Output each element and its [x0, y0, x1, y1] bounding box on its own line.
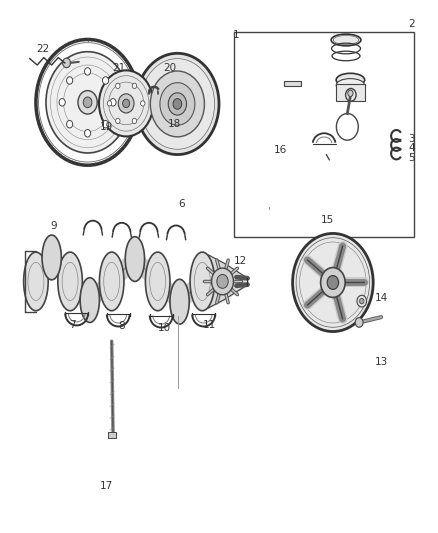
Text: 16: 16 [274, 146, 287, 155]
Circle shape [136, 53, 219, 155]
Circle shape [217, 274, 228, 288]
Ellipse shape [331, 34, 361, 46]
Circle shape [357, 295, 367, 307]
Circle shape [132, 83, 137, 88]
Text: 6: 6 [178, 199, 185, 208]
Bar [108, 432, 116, 438]
Text: 15: 15 [321, 215, 334, 224]
Ellipse shape [80, 278, 99, 322]
Circle shape [102, 77, 109, 84]
Text: 13: 13 [374, 358, 388, 367]
Text: 21: 21 [113, 63, 126, 73]
Circle shape [293, 233, 373, 332]
Ellipse shape [348, 90, 353, 96]
Circle shape [67, 120, 73, 128]
Text: 17: 17 [100, 481, 113, 491]
Circle shape [85, 130, 91, 137]
Circle shape [110, 99, 116, 106]
Circle shape [123, 99, 130, 108]
Circle shape [173, 99, 182, 109]
Ellipse shape [145, 252, 170, 311]
Text: 2: 2 [408, 19, 415, 29]
Text: 8: 8 [118, 321, 125, 331]
Circle shape [321, 268, 345, 297]
Circle shape [140, 59, 215, 149]
Text: 5: 5 [408, 153, 415, 163]
Ellipse shape [58, 252, 82, 311]
Text: 1: 1 [233, 30, 240, 39]
Circle shape [78, 91, 97, 114]
Circle shape [118, 94, 134, 113]
Ellipse shape [125, 237, 145, 281]
Ellipse shape [42, 235, 61, 280]
Text: 4: 4 [408, 143, 415, 153]
Text: 18: 18 [168, 119, 181, 128]
Circle shape [46, 52, 129, 153]
Circle shape [160, 83, 195, 125]
Ellipse shape [24, 252, 48, 311]
Ellipse shape [336, 78, 364, 92]
Circle shape [59, 99, 65, 106]
Text: 20: 20 [163, 63, 177, 73]
Circle shape [141, 101, 145, 106]
Text: 7: 7 [69, 320, 76, 330]
Bar [336, 84, 364, 101]
Text: 14: 14 [374, 294, 388, 303]
Circle shape [150, 71, 205, 137]
Circle shape [212, 268, 233, 295]
Text: 19: 19 [99, 122, 113, 132]
Circle shape [107, 101, 112, 106]
Text: 22: 22 [36, 44, 49, 54]
Bar [234, 32, 414, 237]
Circle shape [132, 118, 137, 124]
Circle shape [355, 318, 363, 327]
Text: 12: 12 [233, 256, 247, 266]
Text: 10: 10 [158, 323, 171, 333]
Circle shape [63, 58, 71, 68]
Ellipse shape [170, 279, 189, 324]
Ellipse shape [99, 252, 124, 311]
Circle shape [99, 70, 153, 136]
Circle shape [327, 276, 339, 289]
Circle shape [67, 77, 73, 84]
Text: 3: 3 [408, 134, 415, 143]
Circle shape [168, 93, 187, 115]
Circle shape [116, 118, 120, 124]
Ellipse shape [190, 252, 215, 311]
Ellipse shape [336, 73, 364, 86]
Text: 9: 9 [50, 221, 57, 231]
Text: 11: 11 [203, 320, 216, 330]
Circle shape [102, 120, 109, 128]
Circle shape [116, 83, 120, 88]
Circle shape [83, 97, 92, 108]
Bar [284, 81, 301, 86]
Circle shape [360, 298, 364, 304]
Circle shape [85, 68, 91, 75]
